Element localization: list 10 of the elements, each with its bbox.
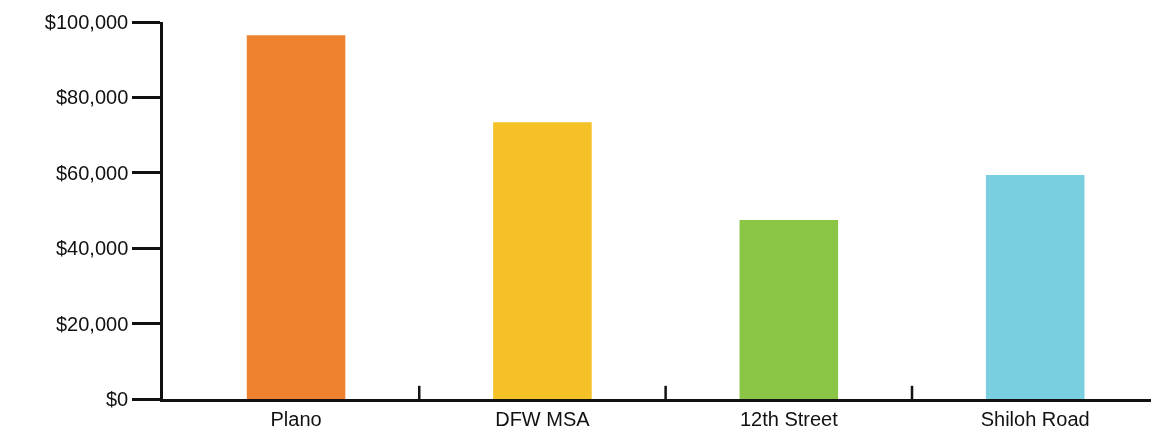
y-tick-label: $80,000 — [55, 86, 129, 109]
y-tick-label: $100,000 — [44, 11, 129, 33]
x-tick-label: Plano — [270, 407, 322, 430]
y-tick-label: $0 — [106, 388, 129, 410]
y-tick-label: $40,000 — [55, 237, 129, 260]
x-tick-label: 12th Street — [739, 407, 839, 430]
y-tick-label: $20,000 — [55, 312, 129, 335]
x-tick-label: Shiloh Road — [980, 407, 1090, 430]
y-tick-label: $60,000 — [55, 161, 129, 184]
x-tick-label: DFW MSA — [495, 407, 591, 430]
